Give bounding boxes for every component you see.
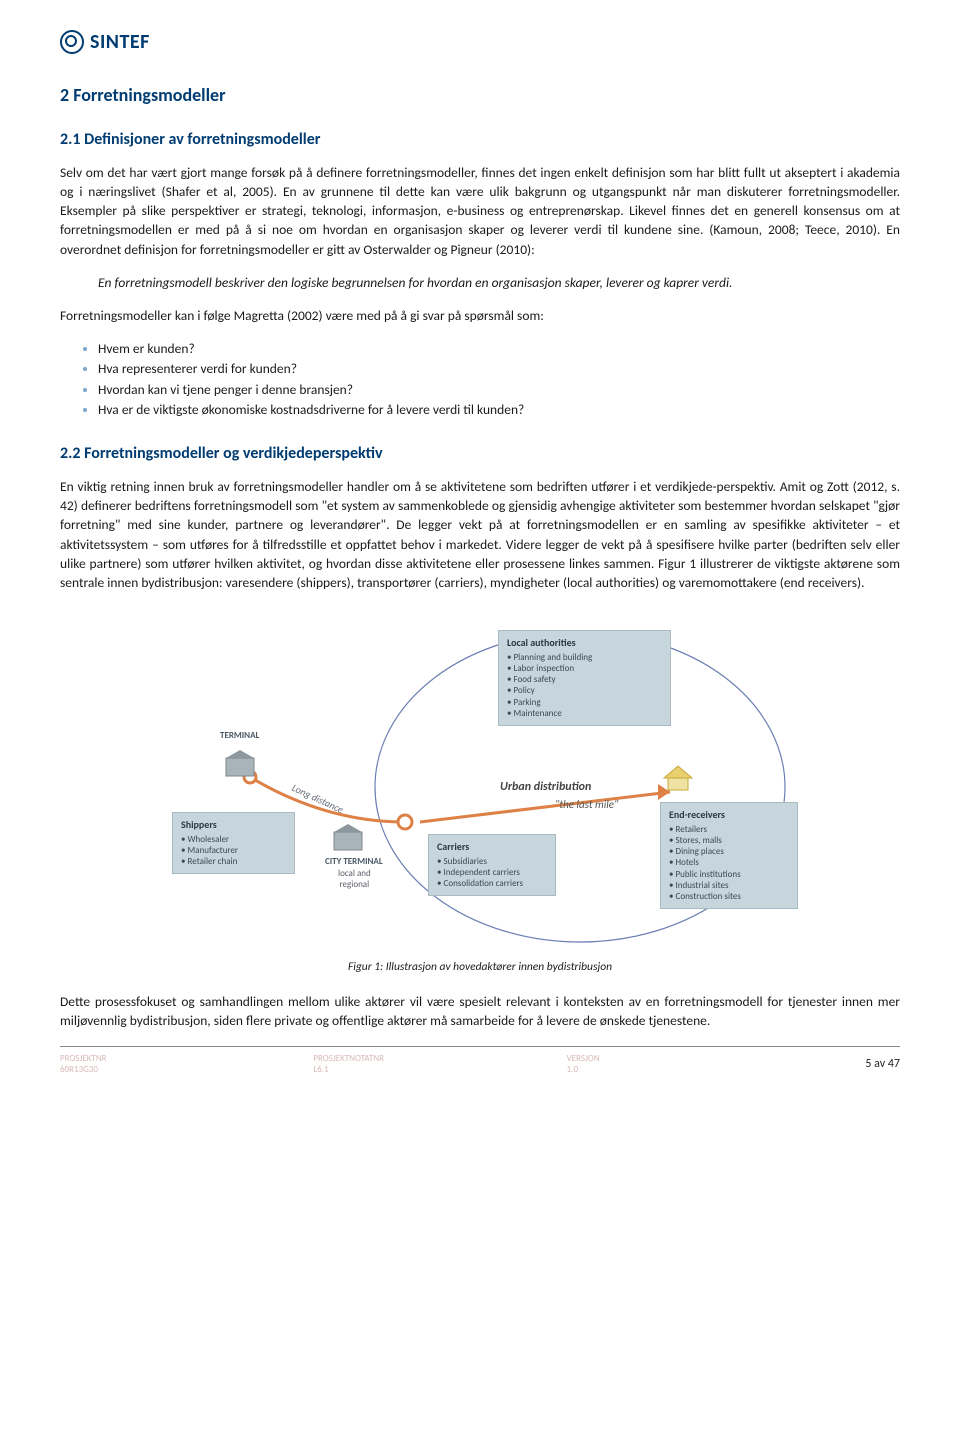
heading-2-2: 2.2 Forretningsmodeller og verdikjedeper… bbox=[60, 444, 900, 463]
figure-1-caption: Figur 1: Illustrasjon av hovedaktører in… bbox=[60, 960, 900, 974]
bullet-list: Hvem er kunden? Hva representerer verdi … bbox=[60, 339, 900, 420]
bullet-item: Hvordan kan vi tjene penger i denne bran… bbox=[98, 380, 900, 400]
footer-col-project: PROSJEKTNR 60R13G30 bbox=[60, 1053, 313, 1075]
figure-1-diagram: TERMINAL Long distance CITY TERMINAL loc… bbox=[60, 612, 900, 952]
footer-col-note: PROSJEKTNOTATNR L6.1 bbox=[313, 1053, 566, 1075]
page-footer: PROSJEKTNR 60R13G30 PROSJEKTNOTATNR L6.1… bbox=[60, 1046, 900, 1075]
warehouse-icon bbox=[224, 748, 258, 778]
page-number: 5 av 47 bbox=[820, 1057, 900, 1071]
local-authorities-box: Local authorities • Planning and buildin… bbox=[498, 630, 671, 726]
logo-icon bbox=[60, 30, 84, 54]
brand-logo: SINTEF bbox=[60, 30, 900, 54]
footer-col-version: VERSJON 1.0 bbox=[567, 1053, 820, 1075]
carriers-box: Carriers • Subsidiaries • Independent ca… bbox=[428, 834, 556, 896]
paragraph-4: Dette prosessfokuset og samhandlingen me… bbox=[60, 992, 900, 1030]
shippers-box: Shippers • Wholesaler • Manufacturer • R… bbox=[172, 812, 295, 874]
heading-level-1: 2 Forretningsmodeller bbox=[60, 84, 900, 106]
urban-distribution-label: Urban distribution bbox=[500, 780, 591, 794]
city-terminal-label: CITY TERMINAL bbox=[325, 856, 383, 867]
paragraph-1: Selv om det har vært gjort mange forsøk … bbox=[60, 163, 900, 259]
bullet-item: Hvem er kunden? bbox=[98, 339, 900, 359]
end-receivers-box: End-receivers • Retailers • Stores, mall… bbox=[660, 802, 798, 909]
paragraph-2-intro: Forretningsmodeller kan i følge Magretta… bbox=[60, 306, 900, 325]
terminal-label: TERMINAL bbox=[220, 730, 259, 741]
paragraph-3: En viktig retning innen bruk av forretni… bbox=[60, 477, 900, 592]
bullet-item: Hva er de viktigste økonomiske kostnadsd… bbox=[98, 400, 900, 420]
last-mile-label: "the last mile" bbox=[555, 798, 618, 811]
logo-text: SINTEF bbox=[90, 30, 150, 54]
city-warehouse-icon bbox=[332, 822, 366, 852]
bullet-item: Hva representerer verdi for kunden? bbox=[98, 359, 900, 379]
house-icon bbox=[660, 762, 696, 792]
quote-definition: En forretningsmodell beskriver den logis… bbox=[98, 273, 900, 292]
heading-2-1: 2.1 Definisjoner av forretningsmodeller bbox=[60, 130, 900, 149]
city-terminal-sub: local and regional bbox=[338, 868, 371, 890]
